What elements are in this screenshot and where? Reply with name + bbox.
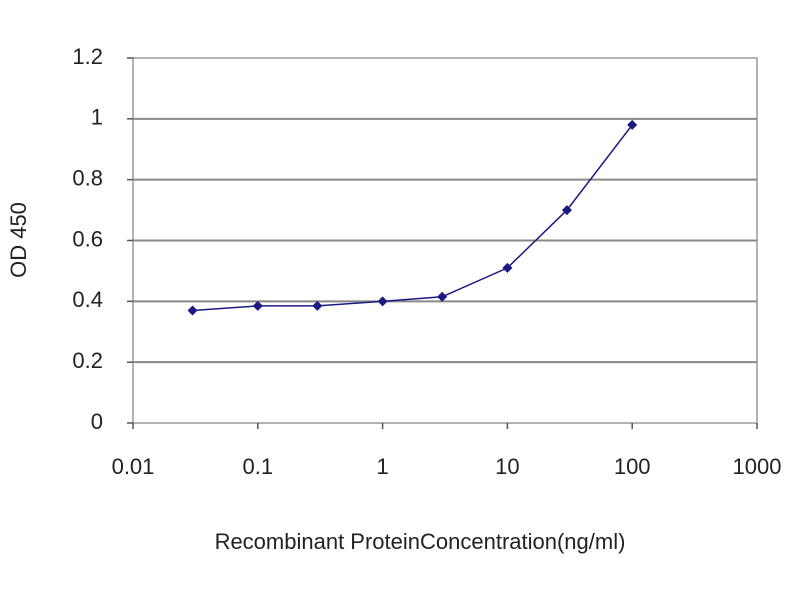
x-tick-label: 1 <box>376 454 388 479</box>
data-point <box>187 305 198 316</box>
x-tick-label: 0.01 <box>112 454 155 479</box>
data-point <box>502 262 513 273</box>
data-point <box>561 205 572 216</box>
data-point <box>252 300 263 311</box>
x-tick-label: 0.1 <box>243 454 274 479</box>
y-tick-label: 0.2 <box>72 348 103 373</box>
data-point <box>312 300 323 311</box>
x-tick-label: 100 <box>614 454 651 479</box>
data-point <box>627 119 638 130</box>
y-tick-label: 0.4 <box>72 287 103 312</box>
y-tick-label: 0.8 <box>72 165 103 190</box>
y-tick-label: 1 <box>91 105 103 130</box>
y-tick-label: 1.2 <box>72 44 103 69</box>
x-tick-label: 1000 <box>733 454 782 479</box>
x-axis-label: Recombinant ProteinConcentration(ng/ml) <box>215 529 626 554</box>
x-tick-label: 10 <box>495 454 519 479</box>
data-point <box>377 296 388 307</box>
y-tick-label: 0 <box>91 409 103 434</box>
data-line <box>192 124 633 312</box>
y-axis-label: OD 450 <box>6 202 31 278</box>
y-tick-label: 0.6 <box>72 226 103 251</box>
data-point <box>437 291 448 302</box>
